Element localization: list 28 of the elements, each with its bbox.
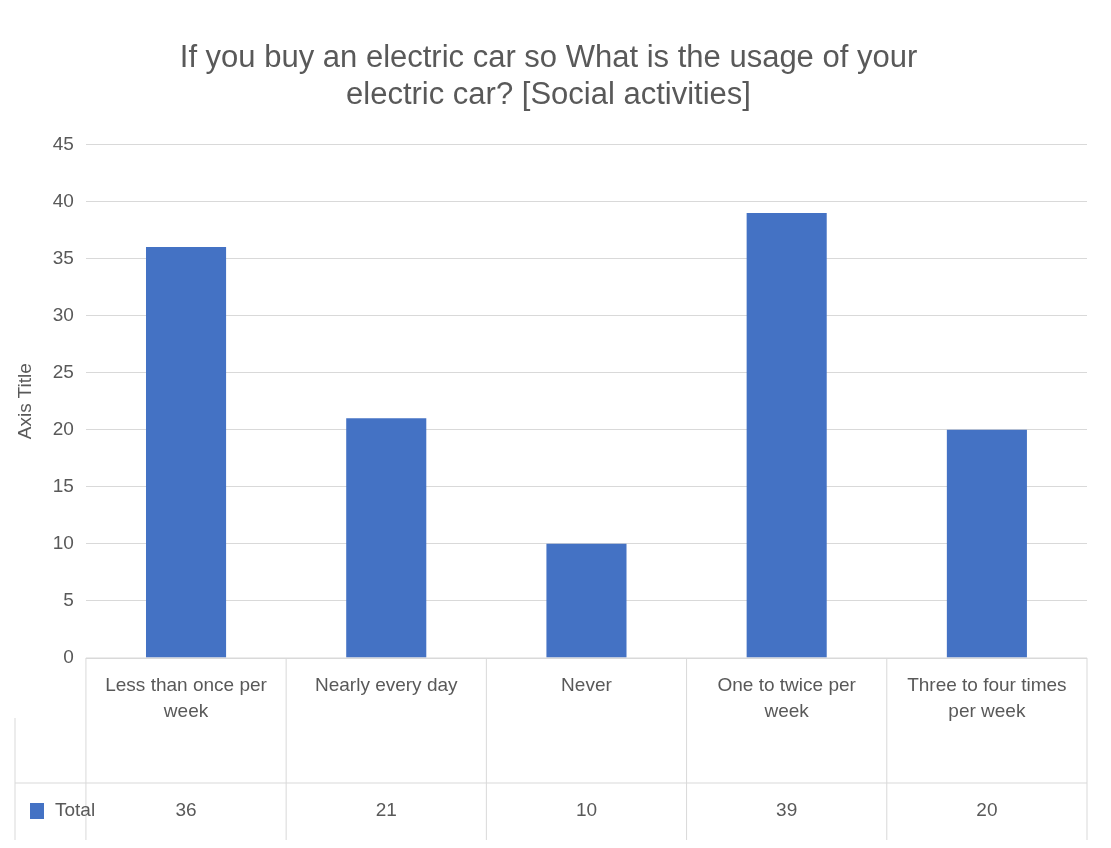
- y-tick-label: 30: [52, 303, 74, 325]
- x-tick-label: Never: [561, 674, 613, 696]
- y-tick-label: 10: [52, 532, 74, 554]
- legend-label: Total: [55, 799, 96, 821]
- y-tick-label: 25: [52, 360, 74, 382]
- bar: [746, 212, 827, 658]
- bar: [546, 543, 627, 658]
- y-tick-label: 20: [52, 417, 74, 439]
- y-tick-label: 45: [52, 132, 74, 154]
- data-label: 36: [175, 799, 197, 821]
- x-tick-label: Three to four times per week: [907, 674, 1067, 722]
- data-label: 21: [375, 799, 397, 821]
- y-tick-label: 15: [52, 475, 74, 497]
- y-tick-label: 0: [63, 646, 74, 668]
- bar: [146, 247, 227, 658]
- x-tick-label: Nearly every day: [314, 674, 459, 696]
- y-axis-title: Axis Title: [13, 363, 35, 440]
- bar: [346, 418, 427, 658]
- y-tick-label: 40: [52, 189, 74, 211]
- chart-title: If you buy an electric car so What is the usage of your electric car? [Social activities]: [179, 39, 918, 112]
- data-label: 10: [575, 799, 598, 821]
- data-label: 20: [976, 799, 998, 821]
- data-label: 39: [776, 799, 798, 821]
- x-tick-label: One to twice per week: [717, 674, 857, 722]
- y-tick-label: 5: [63, 589, 74, 611]
- bar: [946, 429, 1027, 658]
- y-tick-label: 35: [52, 246, 74, 268]
- x-tick-label: Less than once per week: [105, 674, 268, 722]
